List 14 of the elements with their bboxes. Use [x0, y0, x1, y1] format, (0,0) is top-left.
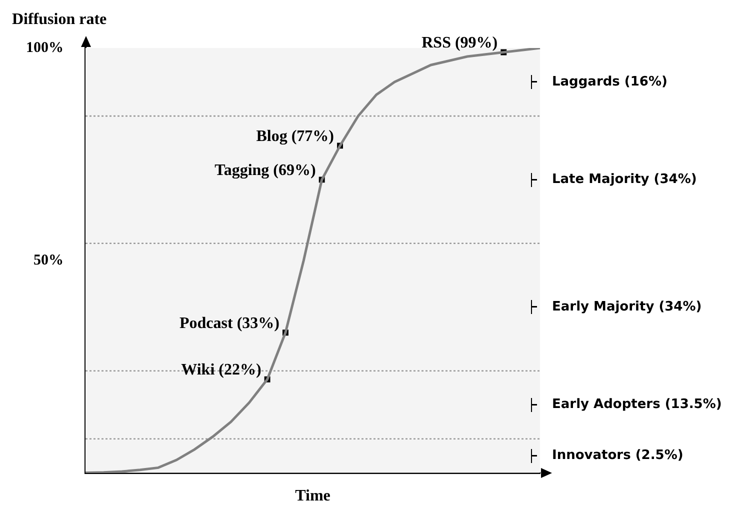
data-label: RSS (99%) — [422, 34, 498, 52]
band-label: Innovators (2.5%) — [552, 448, 684, 464]
x-axis-title: Time — [295, 488, 330, 505]
band-label: Laggards (16%) — [552, 74, 668, 90]
band-label: Late Majority (34%) — [552, 172, 697, 188]
data-label: Podcast (33%) — [179, 314, 280, 332]
band-label: Early Majority (34%) — [552, 300, 702, 315]
y-tick-label: 100% — [26, 40, 64, 56]
data-label: Tagging (69%) — [214, 162, 316, 179]
data-label: Blog (77%) — [256, 128, 334, 145]
y-tick-label: 50% — [34, 252, 64, 268]
data-label: Wiki (22%) — [181, 361, 262, 378]
y-axis-title: Diffusion rate — [12, 11, 107, 28]
band-label: Early Adopters (13.5%) — [552, 397, 722, 412]
